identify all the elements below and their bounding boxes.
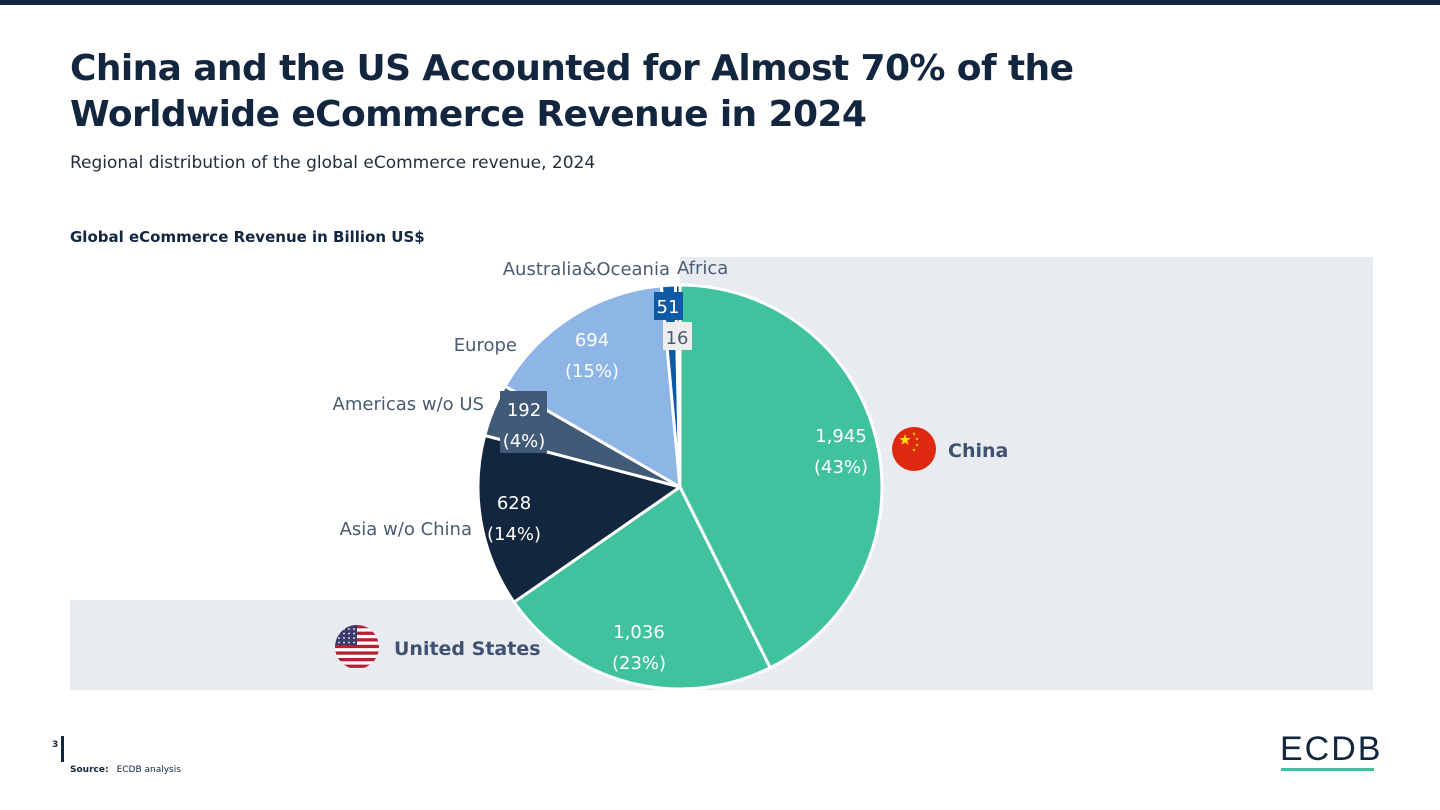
- data-label-asia-value: 628: [497, 493, 531, 514]
- us-flag-star: [338, 641, 340, 644]
- pie-slice-europe: [503, 284, 682, 489]
- ecdb-logo: ECDB: [1280, 730, 1383, 768]
- pie-slice-united-states: [512, 485, 772, 691]
- data-label-us-value: 1,036: [613, 622, 665, 643]
- highlight-label-us: United States: [394, 638, 541, 660]
- category-label-oceania: Australia&Oceania: [503, 259, 670, 280]
- data-label-europe-pct: (15%): [565, 361, 619, 382]
- data-label-us-pct: (23%): [612, 653, 666, 674]
- source-label: Source:: [70, 765, 109, 775]
- china-flag-star-3: [915, 443, 919, 447]
- category-label-europe: Europe: [454, 335, 517, 356]
- pie-slice-asia-w-o-china: [476, 433, 682, 604]
- us-flag-star: [343, 637, 345, 639]
- chart-heading: Global eCommerce Revenue in Billion US$: [70, 228, 425, 246]
- us-flag-stripe: [335, 644, 379, 649]
- data-label-china-pct: (43%): [814, 457, 868, 478]
- data-label-europe-value: 694: [575, 330, 609, 351]
- logo-underline: [1281, 768, 1374, 771]
- highlight-label-china: China: [948, 440, 1008, 462]
- us-flag-star: [353, 628, 355, 630]
- us-flag-stripe: [335, 664, 379, 668]
- china-flag-big-star: [899, 434, 911, 445]
- page-subtitle: Regional distribution of the global eCom…: [70, 153, 596, 173]
- source-note: Source: ECDB analysis: [70, 765, 181, 775]
- data-label-bg-americas: [500, 391, 547, 453]
- us-flag-star: [348, 637, 350, 639]
- pie-slice-china: [678, 283, 884, 670]
- source-text: ECDB analysis: [116, 765, 181, 775]
- data-label-bg-oceania: [654, 292, 683, 320]
- china-flag-star-4: [912, 448, 916, 452]
- us-flag-star: [348, 641, 350, 644]
- china-flag-icon: [892, 427, 936, 471]
- data-label-china-value: 1,945: [815, 426, 867, 447]
- top-accent-bar: [0, 0, 1440, 5]
- data-label-africa-value: 16: [666, 328, 689, 349]
- us-flag-star: [353, 641, 355, 644]
- us-flag-icon: [335, 625, 379, 669]
- us-flag-star: [353, 632, 355, 635]
- us-flag-star: [343, 632, 345, 635]
- us-flag-stripe: [335, 658, 379, 662]
- data-label-oceania-value: 51: [657, 297, 680, 318]
- data-label-americas-value: 192: [507, 400, 541, 421]
- us-flag-stripe: [335, 651, 379, 655]
- us-flag-star: [348, 628, 350, 630]
- us-flag-star: [353, 637, 355, 639]
- us-flag-star: [348, 632, 350, 635]
- data-label-asia-pct: (14%): [487, 524, 541, 545]
- data-label-bg-africa: [663, 322, 692, 350]
- page-title: China and the US Accounted for Almost 70…: [70, 48, 1074, 135]
- category-label-africa: Africa: [677, 258, 728, 279]
- page-number-bar: [61, 736, 64, 762]
- us-flag-star: [343, 641, 345, 644]
- china-flag-star-1: [912, 432, 916, 436]
- category-label-americas: Americas w/o US: [333, 394, 484, 415]
- us-flag-star: [338, 637, 340, 639]
- china-flag-star-2: [915, 437, 919, 441]
- data-label-americas-pct: (4%): [503, 431, 546, 452]
- category-label-asia: Asia w/o China: [340, 519, 472, 540]
- page-number: 3: [52, 740, 59, 750]
